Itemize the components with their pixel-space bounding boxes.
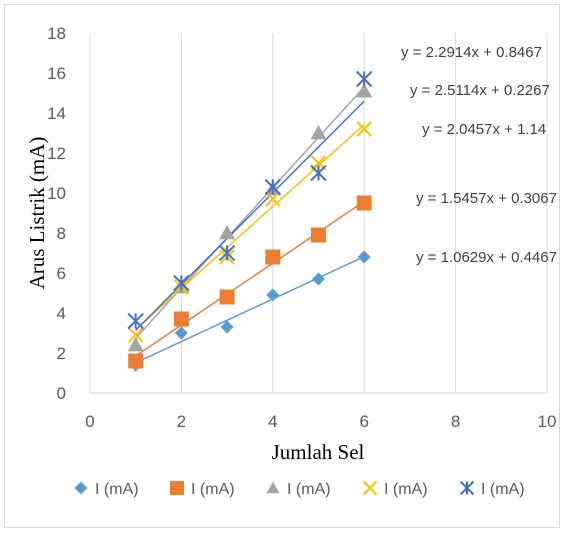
trendline-equation-series-4: y = 2.0457x + 1.14 [422,121,546,138]
legend-item-series-1: I (mA) [74,481,139,498]
y-tick-label: 14 [47,104,66,123]
legend: I (mA) I (mA) I (mA) I (mA) I (mA) [74,480,525,498]
data-point-series-2 [219,289,235,305]
legend-label: I (mA) [481,481,525,498]
x-tick-labels: 0 2 4 6 8 10 [85,412,556,431]
legend-label: I (mA) [95,481,139,498]
data-point-series-3 [356,83,373,98]
data-point-series-4 [127,327,144,343]
legend-marker [459,480,475,496]
data-point-series-4 [265,191,281,207]
y-tick-label: 18 [47,24,66,43]
y-axis-title: Arus Listrik (mA) [25,137,49,290]
trendline [135,100,365,331]
trendline-equations: y = 1.0629x + 0.4467 y = 1.5457x + 0.3067… [401,44,557,266]
x-tick-label: 8 [451,412,460,431]
data-point-series-1 [220,320,234,334]
legend-item-series-2: I (mA) [170,481,235,498]
data-point-series-3 [310,125,327,140]
trendline [135,200,365,357]
marker-stroke [127,327,144,343]
x-tick-label: 6 [359,412,368,431]
data-point-series-5 [355,70,373,88]
trendline-equation-series-1: y = 1.0629x + 0.4467 [416,249,557,266]
x-tick-label: 10 [538,412,557,431]
legend-label: I (mA) [384,481,428,498]
data-point-series-1 [174,326,188,340]
legend-label: I (mA) [287,481,331,498]
trendlines [135,86,365,364]
data-point-series-3 [127,337,144,352]
legend-label: I (mA) [191,481,235,498]
legend-marker [170,481,184,495]
legend-item-series-5: I (mA) [459,480,525,498]
trendline [135,86,365,339]
y-tick-label: 6 [57,264,66,283]
data-point-series-5 [264,178,282,196]
y-tick-label: 4 [57,304,66,323]
legend-item-series-3: I (mA) [266,481,331,498]
data-point-series-1 [312,272,325,286]
data-point-series-4 [356,121,372,137]
marker-stroke [356,121,372,137]
data-point-series-1 [266,288,280,302]
data-point-series-2 [128,353,144,369]
x-tick-label: 4 [268,412,277,431]
y-tick-label: 2 [57,344,66,363]
legend-item-series-4: I (mA) [362,480,428,498]
chart-area [4,4,560,528]
data-point-series-5 [218,244,236,262]
x-tick-label: 0 [85,412,94,431]
trendline-equation-series-3: y = 2.5114x + 0.2267 [410,82,550,99]
data-markers [127,70,373,372]
data-point-series-2 [265,249,281,265]
data-point-series-5 [310,164,327,182]
y-tick-label: 16 [47,64,66,83]
marker-stroke [362,480,378,496]
data-point-series-5 [173,274,190,292]
legend-marker [362,480,378,496]
trendline-equation-series-5: y = 2.2914x + 0.8467 [401,44,542,61]
data-point-series-5 [127,312,144,330]
trendline [135,124,365,330]
data-point-series-2 [173,311,189,327]
data-point-series-2 [311,227,326,243]
y-tick-label: 8 [57,224,66,243]
data-point-series-1 [357,250,371,264]
legend-marker [266,481,280,494]
data-point-series-2 [356,195,372,211]
x-axis-title: Jumlah Sel [272,440,365,464]
trendline-equation-series-2: y = 1.5457x + 0.3067 [416,190,557,207]
y-tick-label: 10 [47,184,66,203]
y-tick-label: 0 [57,384,66,403]
x-tick-label: 2 [177,412,186,431]
legend-marker [74,481,88,495]
trendline [135,255,365,364]
data-point-series-3 [219,225,236,240]
y-tick-labels: 0 2 4 6 8 10 12 14 16 18 [47,24,66,403]
y-tick-label: 12 [47,144,66,163]
marker-stroke [265,191,281,207]
